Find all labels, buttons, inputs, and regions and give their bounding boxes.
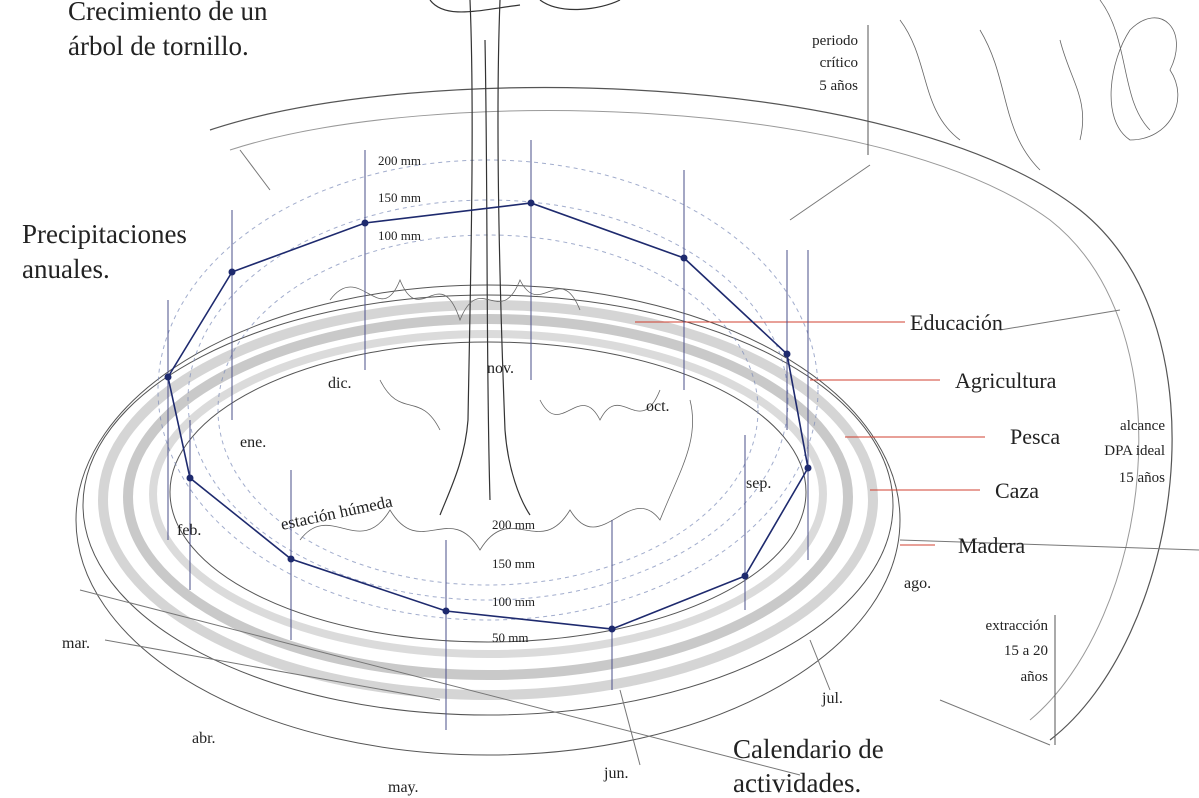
rain-point (228, 268, 236, 276)
scale-label: 200 mm (378, 153, 421, 168)
month-label: jun. (603, 765, 628, 782)
title: Crecimiento de un (68, 0, 268, 26)
note: 15 años (1119, 470, 1165, 486)
scale-label: 200 mm (492, 517, 535, 532)
rain-point (680, 254, 688, 262)
note: periodo (812, 33, 858, 49)
rain-point (527, 199, 535, 207)
activity-label: Educación (910, 310, 1003, 335)
month-label: ene. (240, 434, 266, 451)
activity-label: Caza (995, 478, 1039, 503)
title: Precipitaciones (22, 219, 187, 249)
month-label: mar. (62, 635, 90, 652)
rain-polygon (164, 140, 812, 730)
scale-label: 100 mm (378, 228, 421, 243)
layout (75, 0, 1199, 776)
month-label: dic. (328, 375, 352, 392)
note: DPA ideal (1104, 443, 1165, 459)
title: Calendario de (733, 734, 884, 764)
rain-point (164, 373, 172, 381)
rain-point (804, 464, 812, 472)
title: anuales. (22, 254, 110, 284)
month-label: abr. (192, 730, 216, 747)
foliage (299, 0, 1179, 551)
note: 5 años (819, 78, 858, 94)
scale-label: 150 mm (378, 190, 421, 205)
outer-arc-inner (229, 110, 1140, 721)
ring-band (123, 314, 853, 680)
activity-label: Agricultura (955, 368, 1057, 393)
outer-arc (209, 86, 1173, 741)
month-label: nov. (487, 360, 514, 377)
month-label: sep. (746, 475, 771, 492)
activity-label: Madera (958, 533, 1025, 558)
ring (75, 284, 901, 756)
activity-leaders (635, 321, 985, 546)
rain-point (287, 555, 295, 563)
title: árbol de tornillo. (68, 31, 249, 61)
month-label: ago. (904, 575, 931, 592)
note: años (1021, 669, 1049, 685)
month-label: feb. (177, 522, 201, 539)
scale-label: 100 mm (492, 594, 535, 609)
season-label: estación húmeda (279, 492, 395, 534)
guides (79, 149, 1199, 776)
rain-point (741, 572, 749, 580)
rain-point (783, 350, 791, 358)
tree (429, 0, 621, 516)
note: crítico (820, 55, 858, 71)
scale-label: 50 mm (492, 630, 528, 645)
month-label: oct. (646, 398, 670, 415)
month-label: may. (388, 779, 419, 796)
note: 15 a 20 (1004, 643, 1048, 659)
title: actividades. (733, 768, 861, 798)
activity-label: Pesca (1010, 424, 1060, 449)
note: alcance (1120, 418, 1165, 434)
rain-circles (157, 159, 819, 621)
month-label: jul. (821, 690, 843, 707)
rain-point (186, 474, 194, 482)
note: extracción (986, 618, 1049, 634)
rain-point (442, 607, 450, 615)
rain-point (608, 625, 616, 633)
ring (82, 294, 894, 716)
scale-label: 150 mm (492, 556, 535, 571)
rain-point (361, 219, 369, 227)
